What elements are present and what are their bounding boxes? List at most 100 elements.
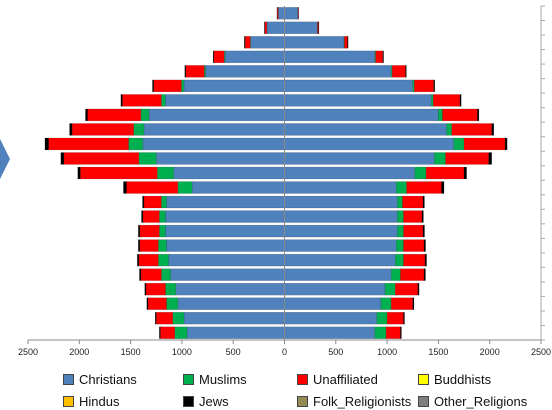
bar-right-christians-17 (284, 79, 413, 93)
bar-left-christians-14 (143, 123, 285, 136)
legend-label: Hindus (79, 394, 120, 409)
legend-swatch (297, 396, 308, 407)
bar-left-jews-0 (159, 326, 161, 339)
bar-right-unaffiliated-7 (403, 224, 424, 238)
bar-left-christians-6 (166, 239, 285, 252)
bar-left-jews-5 (137, 253, 140, 267)
bar-left-unaffiliated-8 (142, 210, 160, 223)
bars-layer (44, 7, 508, 339)
bar-right-christians-3 (284, 282, 386, 296)
x-tick-label: 1000 (377, 347, 397, 357)
bar-right-jews-0 (400, 326, 402, 339)
bar-left-unaffiliated-11 (80, 166, 158, 180)
bar-left-christians-11 (173, 166, 285, 180)
legend-swatch (418, 374, 429, 385)
bar-right-unaffiliated-1 (386, 312, 404, 325)
bar-right-jews-10 (441, 181, 445, 194)
bar-right-unaffiliated-15 (442, 108, 478, 122)
legend-item-folk_religionists: Folk_Religionists (297, 394, 411, 409)
bar-right-unaffiliated-12 (445, 152, 489, 165)
bar-right-muslims-14 (446, 123, 452, 136)
bar-right-unaffiliated-2 (390, 297, 414, 310)
bar-left-unaffiliated-10 (126, 181, 179, 194)
x-tick-label: 2000 (480, 347, 500, 357)
bar-left-jews-21 (264, 21, 266, 34)
bar-left-christians-2 (177, 297, 285, 310)
bar-left-christians-20 (250, 36, 285, 49)
bar-left-jews-11 (77, 166, 81, 180)
bar-right-unaffiliated-6 (403, 239, 425, 252)
bar-right-christians-19 (284, 50, 376, 64)
bar-right-unaffiliated-19 (375, 50, 384, 64)
bar-left-muslims-9 (161, 195, 167, 209)
bar-left-christians-0 (186, 326, 285, 339)
x-tick-label: 1500 (121, 347, 141, 357)
bar-left-jews-7 (138, 224, 141, 238)
bar-right-muslims-0 (374, 326, 387, 339)
bar-right-christians-13 (284, 137, 455, 151)
bar-right-unaffiliated-4 (400, 268, 425, 281)
bar-left-jews-18 (184, 65, 187, 78)
x-tick-label: 2500 (18, 347, 38, 357)
bar-left-jews-2 (146, 297, 149, 310)
bar-right-muslims-6 (396, 239, 404, 252)
bar-right-jews-1 (403, 312, 405, 325)
bar-left-unaffiliated-5 (138, 253, 159, 267)
x-tick-label: 500 (226, 347, 241, 357)
legend-swatch (297, 374, 308, 385)
bar-right-muslims-7 (397, 224, 404, 238)
bar-left-unaffiliated-1 (156, 312, 173, 325)
bar-right-christians-10 (284, 181, 397, 194)
bar-right-muslims-15 (438, 108, 443, 122)
bar-right-muslims-1 (376, 312, 388, 325)
bar-right-unaffiliated-8 (403, 210, 423, 223)
bar-left-unaffiliated-14 (71, 123, 134, 136)
bar-right-jews-19 (382, 50, 384, 64)
bar-left-muslims-7 (159, 224, 166, 238)
bar-left-muslims-15 (140, 108, 150, 122)
bar-right-unaffiliated-14 (451, 123, 492, 136)
bar-right-jews-4 (423, 268, 426, 281)
bar-left-unaffiliated-21 (264, 21, 268, 34)
bar-left-christians-17 (183, 79, 285, 93)
bar-right-jews-9 (422, 195, 425, 209)
bar-left-jews-9 (142, 195, 145, 209)
bar-right-christians-5 (284, 253, 396, 267)
bar-left-unaffiliated-2 (147, 297, 167, 310)
bar-right-jews-8 (421, 210, 424, 223)
x-tick-label: 1500 (428, 347, 448, 357)
chevron-right-icon[interactable] (0, 139, 10, 179)
bar-left-jews-6 (138, 239, 141, 252)
bar-left-christians-9 (166, 195, 285, 209)
legend-swatch (183, 374, 194, 385)
bar-left-muslims-2 (166, 297, 179, 310)
bar-left-jews-20 (244, 36, 246, 49)
bar-right-unaffiliated-11 (425, 166, 465, 180)
bar-right-jews-20 (347, 36, 349, 49)
bar-right-christians-6 (284, 239, 397, 252)
legend-item-other_religions: Other_Religions (418, 394, 527, 409)
bar-left-jews-10 (123, 181, 127, 194)
bar-right-unaffiliated-0 (385, 326, 401, 339)
bar-left-muslims-3 (165, 282, 176, 296)
legend-label: Folk_Religionists (313, 394, 412, 409)
right-axis-ticks (541, 5, 545, 341)
legend-item-muslims: Muslims (183, 372, 247, 387)
bar-right-christians-20 (284, 36, 345, 49)
bar-right-unaffiliated-10 (406, 181, 442, 194)
bar-right-jews-2 (412, 297, 415, 310)
bar-right-christians-18 (284, 65, 392, 78)
legend-label: Buddhists (434, 372, 492, 387)
bar-right-jews-14 (491, 123, 495, 136)
bar-left-christians-3 (175, 282, 285, 296)
bar-left-jews-19 (212, 50, 215, 64)
bar-left-christians-10 (191, 181, 285, 194)
legend-swatch (63, 374, 74, 385)
bar-right-christians-11 (284, 166, 416, 180)
bar-right-unaffiliated-9 (402, 195, 424, 209)
bar-left-jews-12 (60, 152, 65, 165)
legend-swatch (183, 396, 194, 407)
bar-left-jews-16 (120, 94, 123, 107)
bar-right-jews-18 (405, 65, 407, 78)
